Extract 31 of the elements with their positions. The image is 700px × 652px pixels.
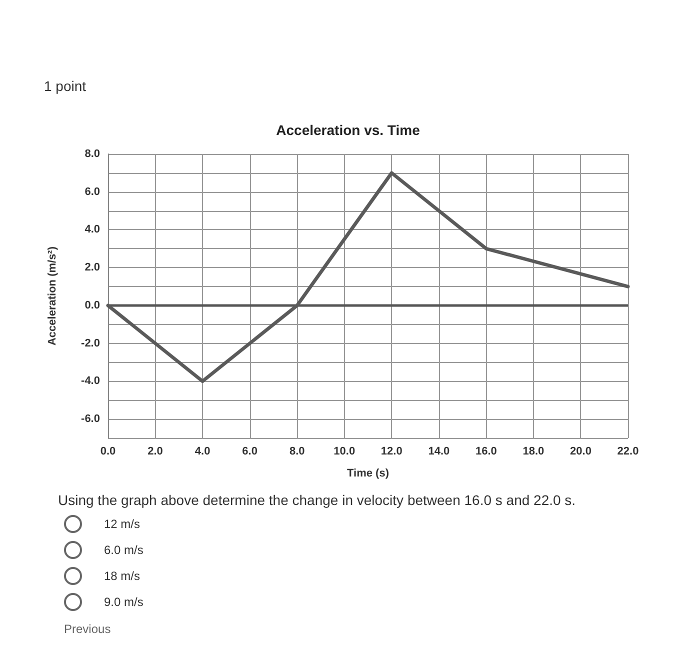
text: 1 point [44, 78, 86, 94]
x-tick-label: 14.0 [428, 446, 450, 458]
y-tick-label: 8.0 [84, 148, 100, 160]
y-tick-label: 2.0 [84, 262, 100, 274]
y-tick-label: 4.0 [84, 224, 100, 236]
text: 9.0 m/s [104, 595, 144, 609]
y-tick-label: 6.0 [84, 186, 100, 198]
y-tick-label: 0.0 [84, 299, 100, 312]
x-tick-label: 10.0 [334, 446, 356, 458]
y-tick-label: -2.0 [81, 337, 100, 350]
text: 6.0 m/s [104, 543, 144, 557]
text: 12 m/s [104, 517, 140, 531]
text: Previous [64, 622, 111, 636]
x-tick-label: 0.0 [100, 446, 116, 458]
x-tick-label: 6.0 [242, 446, 258, 458]
y-axis-title: Acceleration (m/s²) [46, 246, 58, 346]
y-tick-label: -4.0 [81, 375, 100, 388]
x-tick-label: 4.0 [194, 446, 210, 458]
text: 18 m/s [104, 569, 140, 583]
x-tick-label: 2.0 [148, 446, 163, 458]
x-tick-label: 18.0 [522, 446, 544, 458]
line-series [106, 171, 630, 383]
x-tick-label: 12.0 [380, 446, 402, 458]
x-axis-title: Time (s) [347, 468, 390, 480]
x-tick-label: 8.0 [289, 446, 305, 458]
x-tick-label: 22.0 [617, 446, 639, 458]
x-tick-label: 20.0 [570, 446, 592, 458]
text: Using the graph above determine the change in velocity between 16.0 s and 22.0 s. [58, 492, 576, 508]
x-tick-label: 16.0 [475, 446, 497, 458]
y-tick-label: -6.0 [81, 413, 100, 426]
chart-title: Acceleration vs. Time [276, 122, 420, 138]
